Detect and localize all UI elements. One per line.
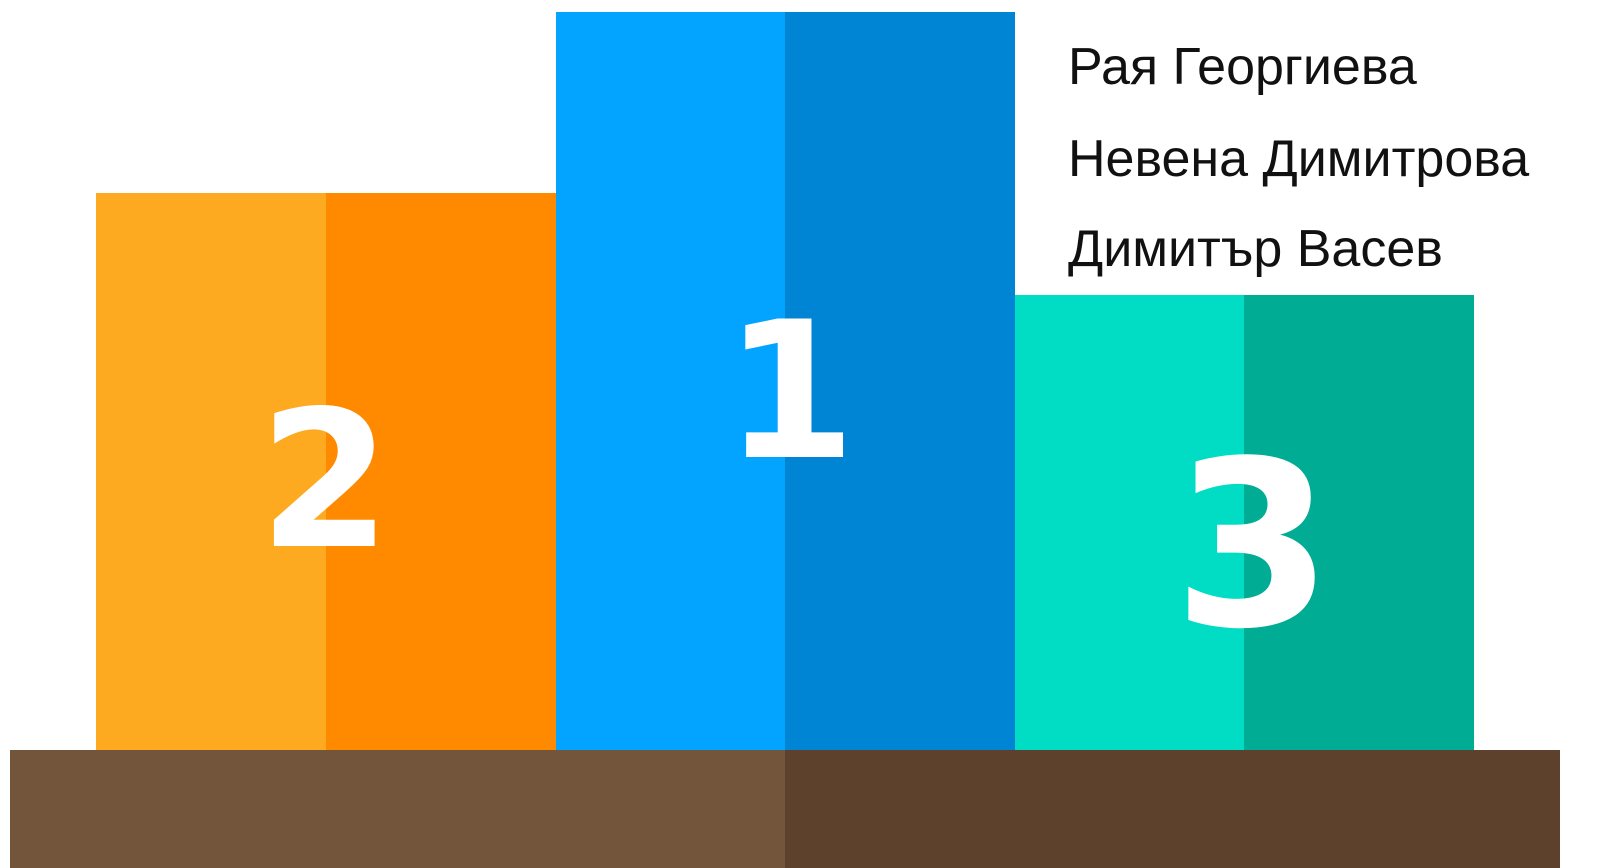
third-place-block: 3 xyxy=(1015,295,1474,750)
base-dark xyxy=(785,750,1560,868)
names-list: Рая Георгиева Невена Димитрова Димитър В… xyxy=(1068,38,1529,278)
block-dark xyxy=(326,193,556,750)
block-dark xyxy=(785,12,1015,750)
base-light xyxy=(10,750,785,868)
block-dark xyxy=(1244,295,1474,750)
block-light xyxy=(96,193,326,750)
block-light xyxy=(1015,295,1244,750)
second-place-block: 2 xyxy=(96,193,556,750)
place-number: 3 xyxy=(1173,413,1333,680)
block-light xyxy=(556,12,785,750)
base xyxy=(10,750,1560,868)
name: Невена Димитрова xyxy=(1068,130,1529,188)
first-place-block: 1 xyxy=(556,12,1015,750)
name: Димитър Васев xyxy=(1068,220,1443,278)
place-number: 2 xyxy=(259,370,391,591)
name: Рая Георгиева xyxy=(1068,38,1417,96)
place-number: 1 xyxy=(724,281,856,502)
